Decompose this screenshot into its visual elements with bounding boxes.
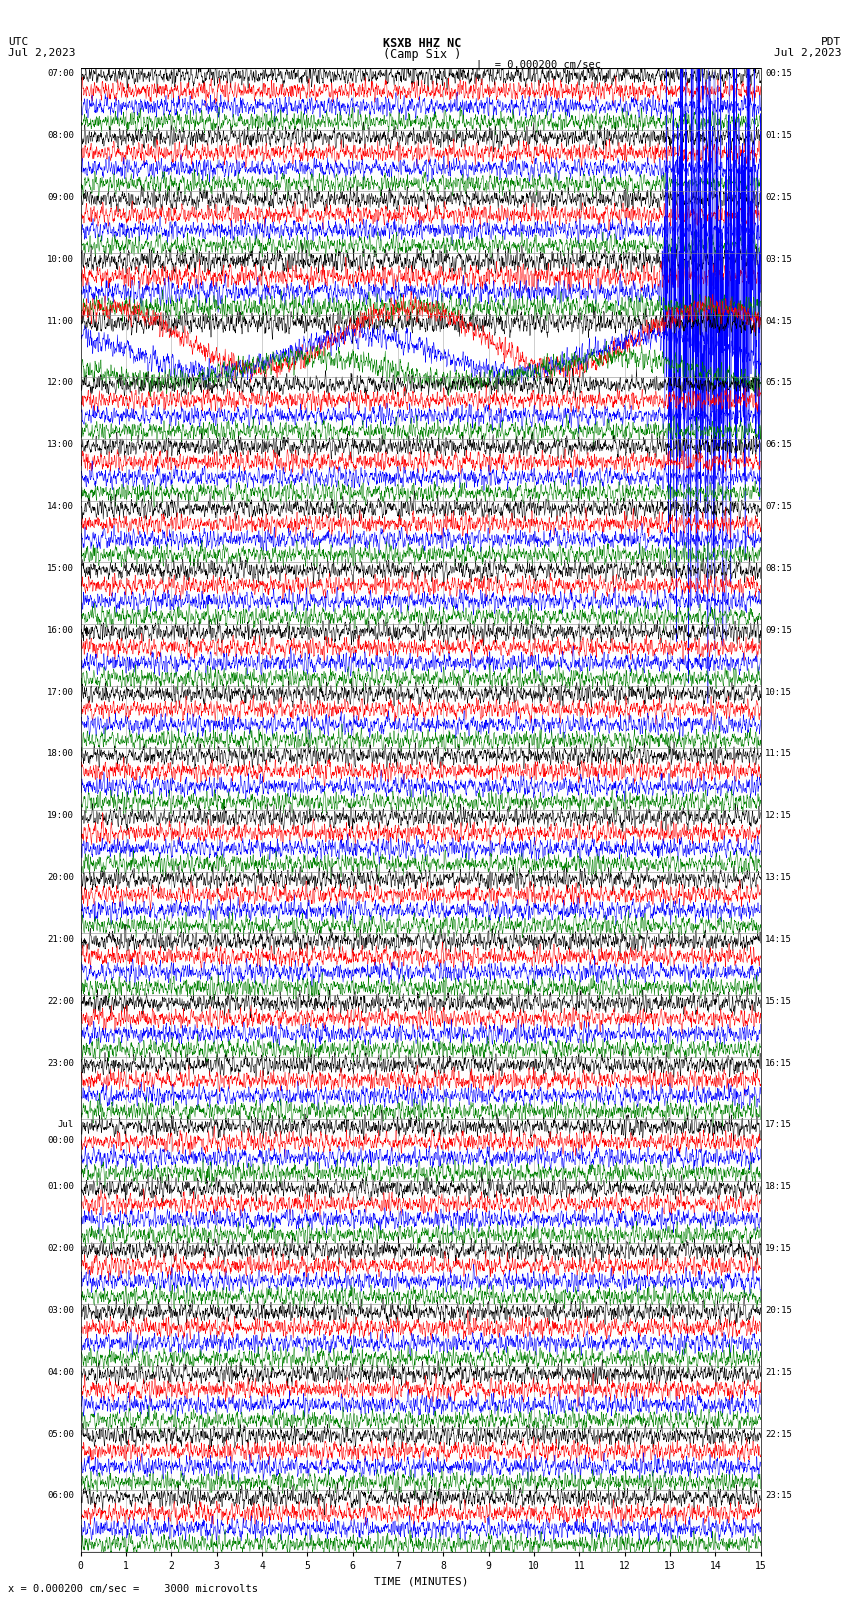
Text: 20:00: 20:00 [47, 873, 74, 882]
Text: 09:15: 09:15 [765, 626, 792, 636]
Text: 08:00: 08:00 [47, 131, 74, 140]
Text: |  = 0.000200 cm/sec: | = 0.000200 cm/sec [476, 60, 601, 71]
Text: 16:15: 16:15 [765, 1058, 792, 1068]
Text: 21:00: 21:00 [47, 936, 74, 944]
X-axis label: TIME (MINUTES): TIME (MINUTES) [373, 1576, 468, 1586]
Text: 02:15: 02:15 [765, 194, 792, 202]
Text: 01:00: 01:00 [47, 1182, 74, 1192]
Text: 18:00: 18:00 [47, 750, 74, 758]
Text: 03:15: 03:15 [765, 255, 792, 265]
Text: Jul 2,2023: Jul 2,2023 [8, 48, 76, 58]
Text: KSXB HHZ NC: KSXB HHZ NC [383, 37, 462, 50]
Text: 11:00: 11:00 [47, 316, 74, 326]
Text: 01:15: 01:15 [765, 131, 792, 140]
Text: 22:15: 22:15 [765, 1429, 792, 1439]
Text: 13:00: 13:00 [47, 440, 74, 450]
Text: 12:00: 12:00 [47, 379, 74, 387]
Text: 19:00: 19:00 [47, 811, 74, 821]
Text: 07:00: 07:00 [47, 69, 74, 79]
Text: 20:15: 20:15 [765, 1307, 792, 1315]
Text: PDT: PDT [821, 37, 842, 47]
Text: 10:15: 10:15 [765, 687, 792, 697]
Text: 05:00: 05:00 [47, 1429, 74, 1439]
Text: 08:15: 08:15 [765, 565, 792, 573]
Text: 06:00: 06:00 [47, 1492, 74, 1500]
Text: 11:15: 11:15 [765, 750, 792, 758]
Text: 17:15: 17:15 [765, 1121, 792, 1129]
Text: (Camp Six ): (Camp Six ) [383, 48, 462, 61]
Text: 05:15: 05:15 [765, 379, 792, 387]
Text: 00:15: 00:15 [765, 69, 792, 79]
Text: 17:00: 17:00 [47, 687, 74, 697]
Text: UTC: UTC [8, 37, 29, 47]
Text: 02:00: 02:00 [47, 1244, 74, 1253]
Text: 03:00: 03:00 [47, 1307, 74, 1315]
Text: 23:00: 23:00 [47, 1058, 74, 1068]
Text: 15:00: 15:00 [47, 565, 74, 573]
Text: Jul: Jul [58, 1121, 74, 1129]
Text: 09:00: 09:00 [47, 194, 74, 202]
Text: 14:15: 14:15 [765, 936, 792, 944]
Text: 15:15: 15:15 [765, 997, 792, 1007]
Text: 06:15: 06:15 [765, 440, 792, 450]
Text: 10:00: 10:00 [47, 255, 74, 265]
Text: 00:00: 00:00 [47, 1136, 74, 1145]
Text: 19:15: 19:15 [765, 1244, 792, 1253]
Text: 14:00: 14:00 [47, 502, 74, 511]
Text: 21:15: 21:15 [765, 1368, 792, 1378]
Text: 22:00: 22:00 [47, 997, 74, 1007]
Text: 04:15: 04:15 [765, 316, 792, 326]
Text: x = 0.000200 cm/sec =    3000 microvolts: x = 0.000200 cm/sec = 3000 microvolts [8, 1584, 258, 1594]
Text: 07:15: 07:15 [765, 502, 792, 511]
Text: 16:00: 16:00 [47, 626, 74, 636]
Text: 04:00: 04:00 [47, 1368, 74, 1378]
Text: Jul 2,2023: Jul 2,2023 [774, 48, 842, 58]
Text: 13:15: 13:15 [765, 873, 792, 882]
Text: 12:15: 12:15 [765, 811, 792, 821]
Text: 23:15: 23:15 [765, 1492, 792, 1500]
Text: 18:15: 18:15 [765, 1182, 792, 1192]
